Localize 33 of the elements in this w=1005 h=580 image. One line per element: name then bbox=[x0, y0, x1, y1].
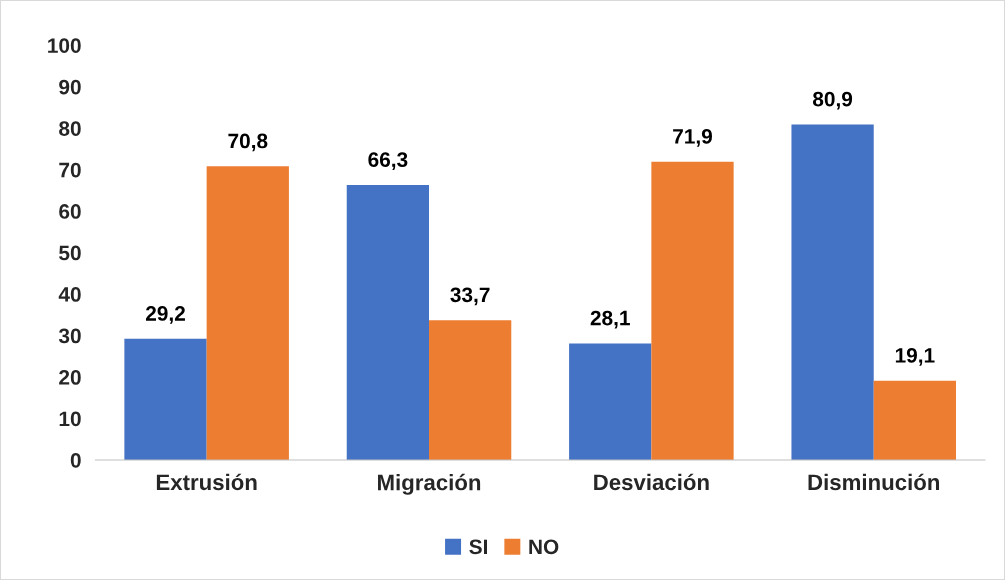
bar bbox=[651, 161, 734, 460]
x-tick-label: Migración bbox=[378, 473, 481, 495]
x-tick-label: Desviación bbox=[594, 473, 709, 491]
y-tick-label: 40 bbox=[58, 287, 81, 302]
y-tick-label: 10 bbox=[59, 411, 81, 427]
bar bbox=[346, 184, 430, 460]
y-tick-label: 0 bbox=[70, 452, 81, 468]
bar bbox=[569, 343, 652, 460]
y-tick-label: 90 bbox=[59, 79, 81, 95]
y-tick-label: 20 bbox=[59, 370, 81, 385]
legend-label: SI bbox=[469, 539, 487, 555]
y-tick-label: 100 bbox=[48, 38, 81, 53]
data-label: 70,8 bbox=[228, 133, 268, 152]
y-tick-label: 80 bbox=[59, 121, 81, 136]
bar bbox=[791, 124, 874, 460]
data-label: 66,3 bbox=[368, 152, 408, 171]
bar bbox=[873, 380, 956, 460]
y-tick-label: 30 bbox=[58, 328, 81, 344]
data-label: 80,9 bbox=[812, 91, 853, 110]
data-label: 71,9 bbox=[673, 129, 712, 147]
y-tick-label: 50 bbox=[59, 245, 81, 261]
data-label: 29,2 bbox=[145, 306, 185, 324]
y-tick-label: 70 bbox=[59, 162, 81, 178]
data-label: 28,1 bbox=[590, 310, 630, 329]
x-tick-label: Disminución bbox=[808, 473, 940, 491]
x-tick-label: Extrusión bbox=[156, 473, 257, 491]
y-tick-label: 60 bbox=[59, 204, 81, 219]
data-label: 19,1 bbox=[895, 347, 935, 366]
bar bbox=[429, 320, 512, 460]
data-label: 33,7 bbox=[450, 287, 490, 306]
bar bbox=[206, 166, 289, 460]
legend-label: NO bbox=[529, 539, 559, 555]
bar bbox=[124, 338, 207, 460]
